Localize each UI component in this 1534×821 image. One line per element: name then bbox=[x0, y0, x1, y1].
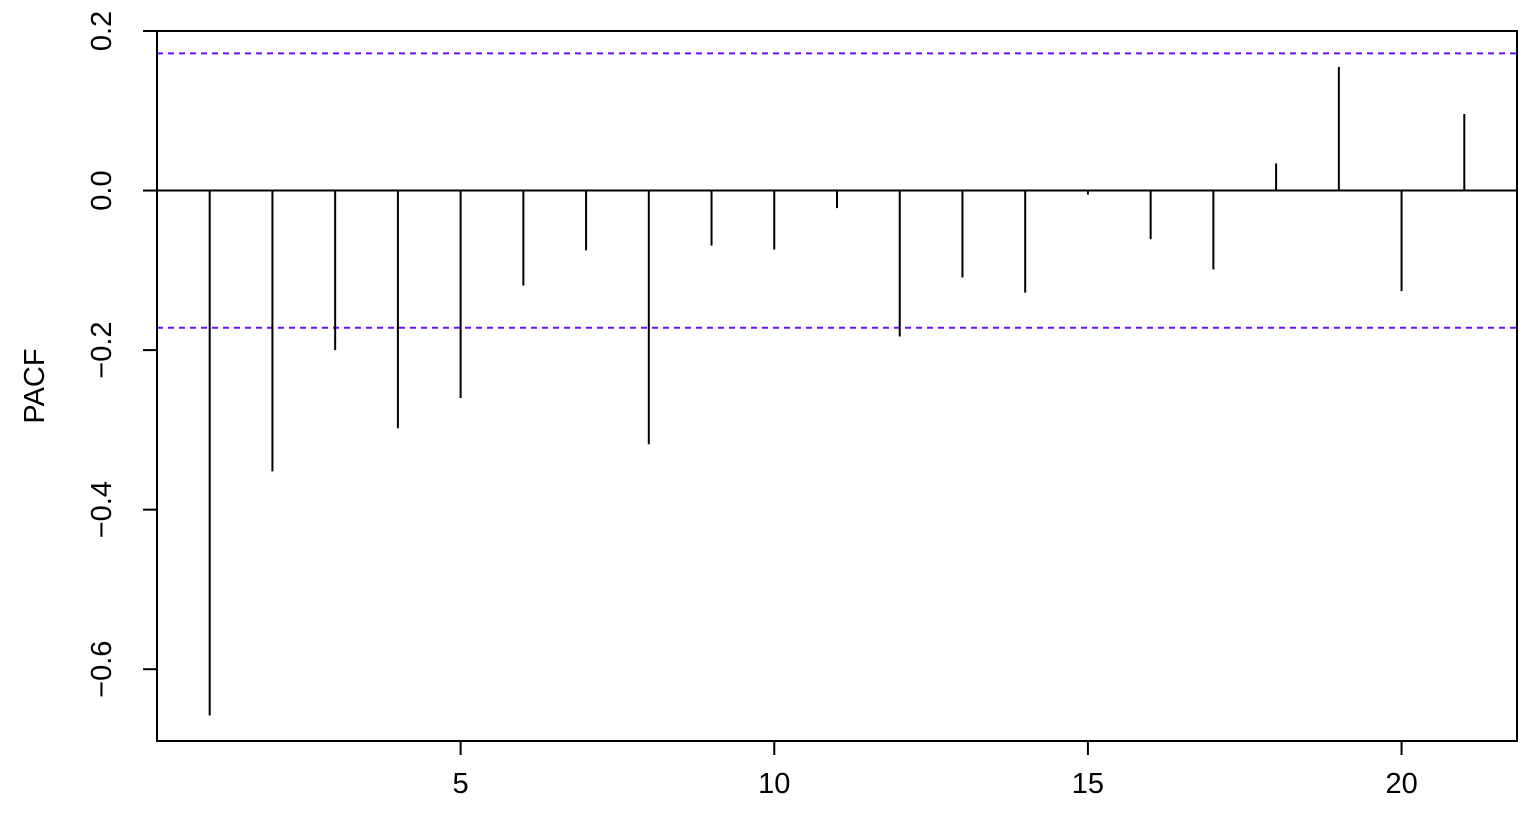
x-tick-label: 5 bbox=[453, 768, 469, 800]
y-axis-title: PACF bbox=[19, 348, 51, 423]
y-tick-label: 0.2 bbox=[86, 11, 118, 51]
y-axis: −0.6 −0.4 −0.2 0.0 0.2 bbox=[86, 11, 157, 698]
confidence-bounds bbox=[157, 52, 1517, 329]
y-tick-label: 0.0 bbox=[86, 170, 118, 210]
y-tick-label: −0.6 bbox=[86, 641, 118, 698]
pacf-bars bbox=[208, 66, 1466, 716]
x-axis: 5 10 15 20 bbox=[453, 741, 1418, 800]
y-tick-label: −0.2 bbox=[86, 321, 118, 378]
plot-frame bbox=[156, 30, 1518, 742]
x-tick-label: 20 bbox=[1385, 768, 1417, 800]
x-tick-label: 15 bbox=[1072, 768, 1104, 800]
x-tick-label: 10 bbox=[758, 768, 790, 800]
y-tick-label: −0.4 bbox=[86, 481, 118, 538]
